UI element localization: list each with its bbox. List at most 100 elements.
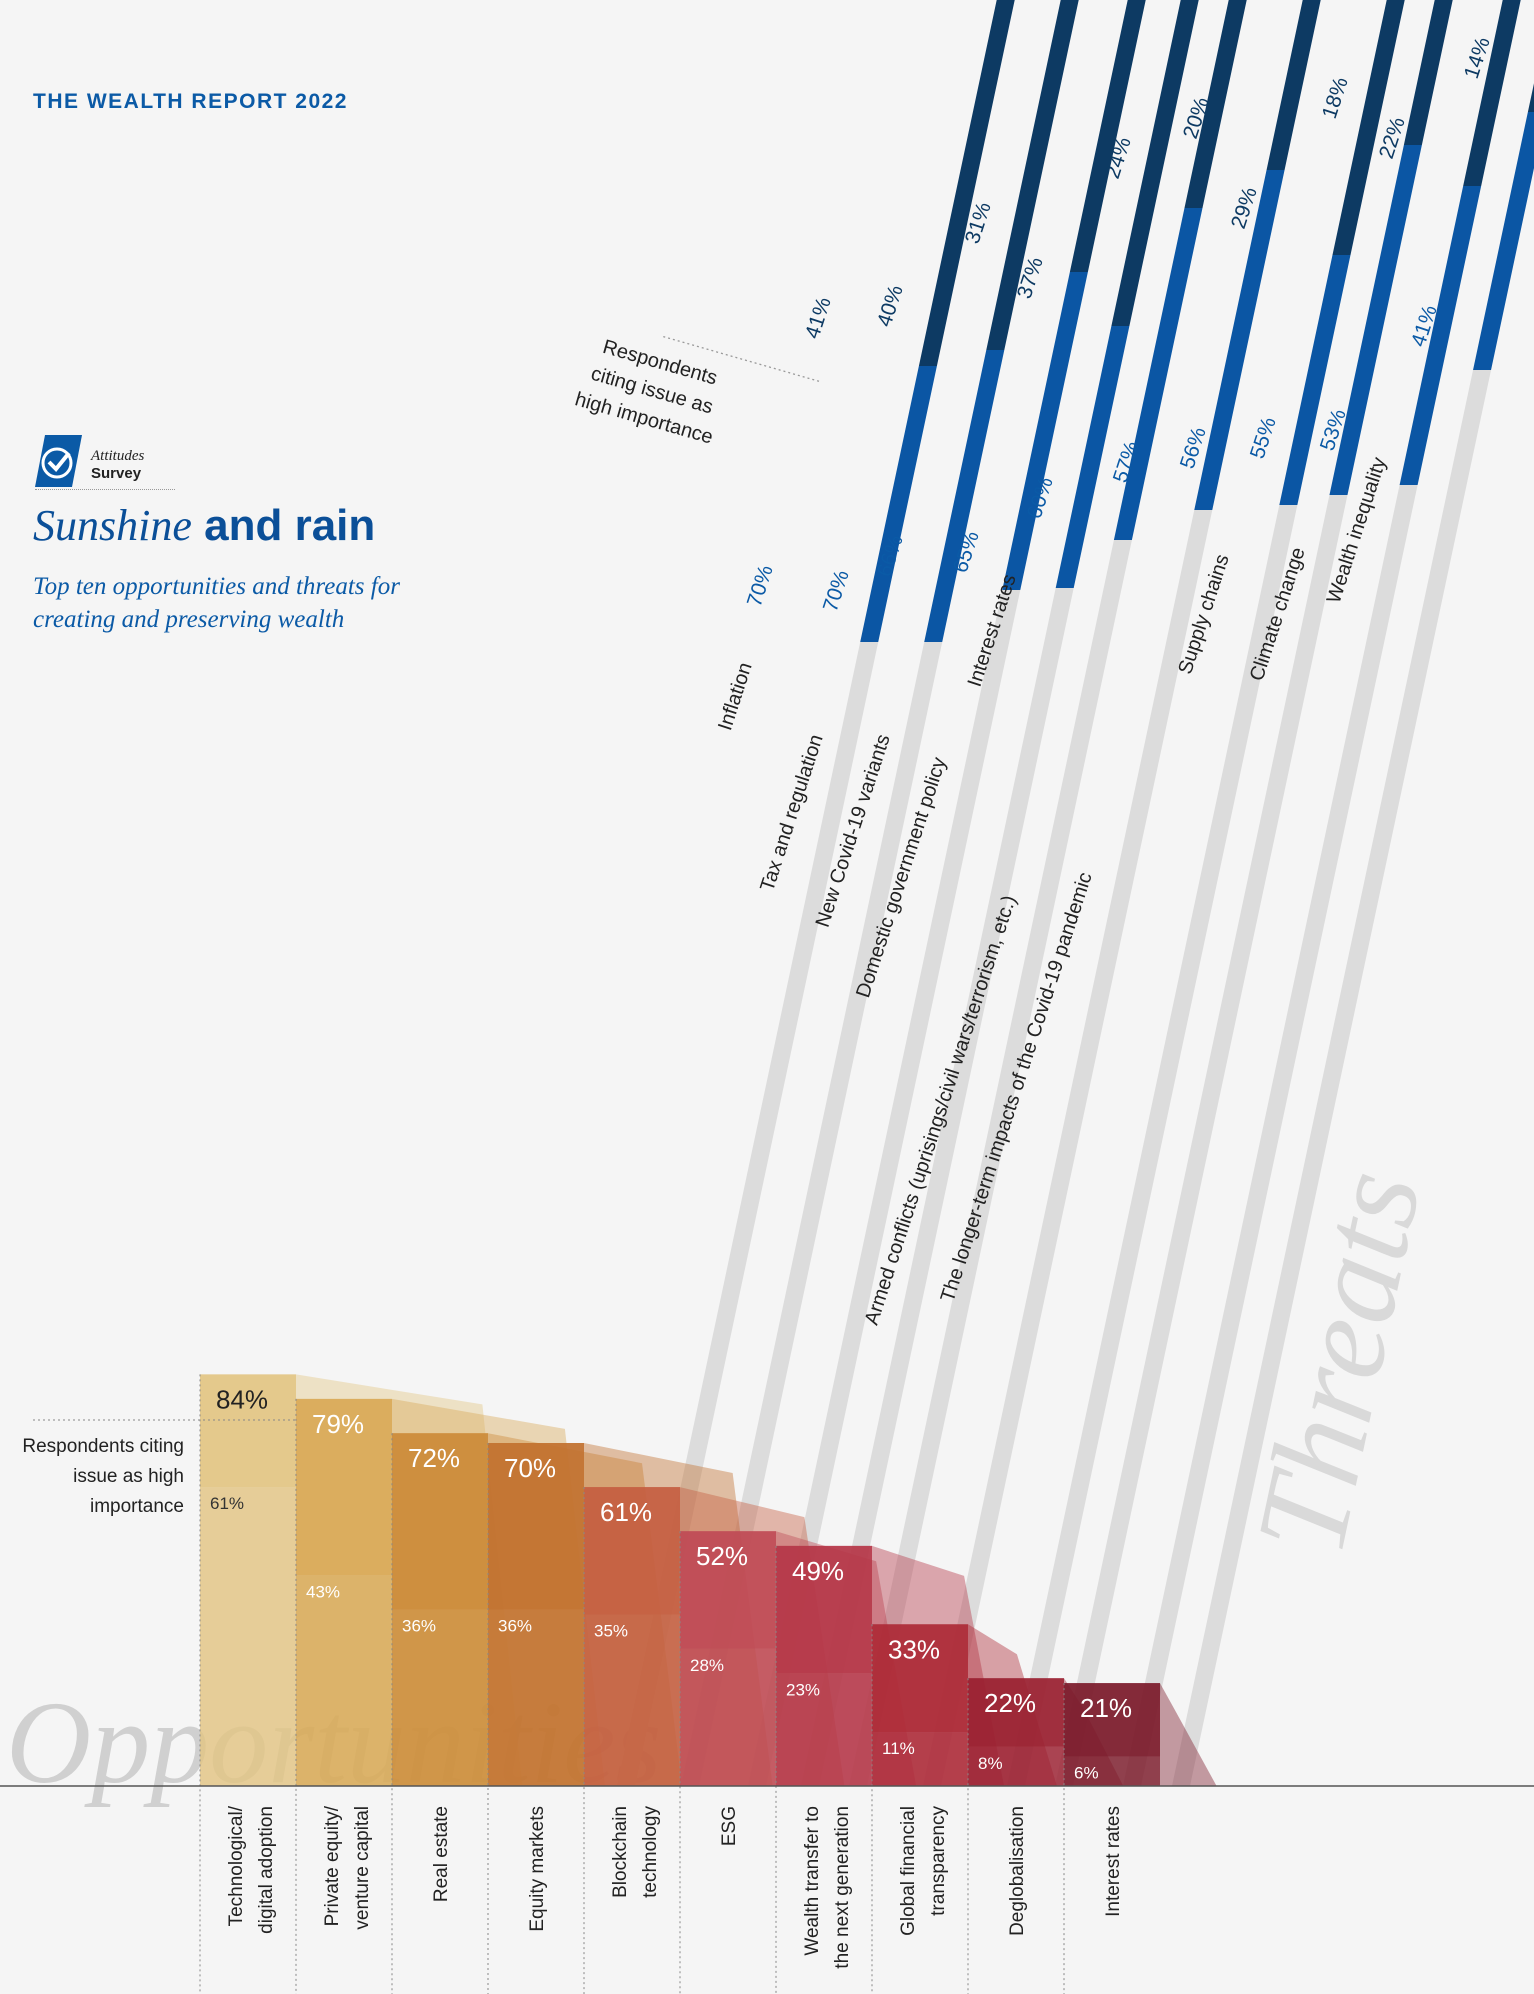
threat-dark-segment — [918, 0, 1015, 366]
opportunity-value-label: 52% — [696, 1541, 748, 1571]
opportunity-sub-segment — [296, 1575, 392, 1786]
opportunity-category-line: Deglobalisation — [1007, 1806, 1028, 1936]
report-header: THE WEALTH REPORT 2022 — [33, 90, 348, 113]
opportunity-top-segment — [488, 1443, 584, 1610]
threat-gray-segment — [681, 642, 943, 1786]
opportunity-category-line: Private equity/ — [322, 1805, 343, 1926]
opportunity-category-label: Blockchain technology — [610, 1806, 661, 1898]
title-italic: Sunshine — [33, 501, 192, 550]
opportunity-sub-segment — [200, 1487, 296, 1786]
opportunity-value-label: 22% — [984, 1688, 1036, 1718]
opportunity-value-label: 70% — [504, 1453, 556, 1483]
threat-band — [617, 0, 1015, 1786]
threat-band — [923, 0, 1321, 1786]
threat-gray-segment — [1172, 370, 1492, 1786]
threat-subvalue-label: 40% — [873, 282, 908, 329]
threat-value-label: 55% — [1246, 414, 1281, 461]
opportunity-category-label: ESG — [719, 1806, 740, 1846]
threat-gray-segment — [617, 642, 879, 1786]
threat-dark-segment — [1266, 0, 1321, 170]
threat-value-label: 66% — [873, 532, 908, 579]
threat-dark-segment — [1527, 83, 1534, 112]
opportunity-category-line: Technological/ — [226, 1805, 247, 1926]
threat-band — [748, 0, 1146, 1786]
threat-blue-segment — [1113, 208, 1203, 540]
opportunity-sub-segment — [1064, 1756, 1160, 1786]
opportunity-category-line: technology — [640, 1806, 661, 1898]
threat-blue-segment — [924, 350, 1005, 642]
threat-band — [801, 0, 1199, 1786]
opportunity-subvalue-label: 35% — [594, 1622, 628, 1641]
threat-dark-segment — [1111, 0, 1199, 326]
opportunity-subvalue-label: 61% — [210, 1494, 244, 1513]
opportunity-top-segment — [872, 1624, 968, 1733]
threat-category-label: Inflation — [714, 660, 757, 733]
opportunity-sub-segment — [872, 1732, 968, 1786]
opportunity-subvalue-label: 36% — [498, 1617, 532, 1636]
opportunity-value-label: 21% — [1080, 1693, 1132, 1723]
opportunity-sub-segment — [776, 1673, 872, 1786]
threat-blue-segment — [1473, 112, 1534, 370]
opportunity-category-label: Equity markets — [527, 1806, 548, 1932]
opportunity-value-label: 49% — [792, 1556, 844, 1586]
opportunity-category-line: transparency — [928, 1806, 949, 1916]
threat-blue-segment — [860, 366, 937, 642]
opportunities-respondents-note: Respondents citing issue as high importa… — [22, 1436, 184, 1517]
opportunity-category-line: digital adoption — [256, 1806, 277, 1934]
opportunity-sub-segment — [488, 1609, 584, 1786]
opportunity-subvalue-label: 23% — [786, 1680, 820, 1699]
threat-blue-segment — [1002, 272, 1088, 590]
opportunity-subvalue-label: 43% — [306, 1582, 340, 1601]
opportunity-sub-segment — [680, 1648, 776, 1786]
threat-blue-segment — [1194, 170, 1285, 510]
badge-line-1: Attitudes — [91, 448, 145, 464]
page-subtitle: Top ten opportunities and threats for cr… — [33, 573, 400, 633]
opportunity-top-segment — [680, 1531, 776, 1649]
threat-band — [1055, 0, 1453, 1786]
threat-blue-segment — [1399, 186, 1482, 485]
opportunity-sub-segment — [968, 1746, 1064, 1786]
threat-dark-segment — [1069, 0, 1146, 272]
opportunity-top-segment — [392, 1433, 488, 1610]
threat-blue-segment — [1055, 326, 1130, 588]
badge-line-2: Survey — [91, 465, 142, 482]
badge-divider — [35, 489, 175, 490]
opportunity-top-segment — [296, 1398, 392, 1576]
opportunity-category-label: Real estate — [431, 1806, 452, 1902]
threat-band — [1123, 0, 1521, 1786]
opportunity-category-label: Wealth transfer to the next generation — [802, 1806, 853, 1969]
opportunity-subvalue-label: 28% — [690, 1656, 724, 1675]
opportunity-subvalue-label: 6% — [1074, 1764, 1099, 1783]
opportunity-value-label: 61% — [600, 1497, 652, 1527]
opportunity-subvalue-label: 11% — [882, 1739, 915, 1758]
threat-subvalue-label: 18% — [1318, 74, 1353, 121]
threat-value-label: 70% — [743, 562, 778, 609]
opportunity-top-segment — [1064, 1683, 1160, 1757]
opportunity-category-line: Blockchain — [610, 1806, 631, 1898]
threat-dark-segment — [986, 0, 1079, 350]
opportunity-subvalue-label: 8% — [978, 1754, 1003, 1773]
opportunity-category-line: Wealth transfer to — [802, 1806, 823, 1956]
opportunity-category-label: Technological/digital adoption — [226, 1805, 277, 1934]
threat-band — [1172, 83, 1534, 1786]
threat-gray-segment — [1123, 485, 1418, 1786]
opportunity-category-line: Equity markets — [527, 1806, 548, 1932]
opportunity-category-line: Interest rates — [1103, 1806, 1124, 1917]
threat-value-label: 70% — [819, 567, 854, 614]
opportunity-category-label: Private equity/venture capital — [322, 1805, 373, 1929]
title-bold: and rain — [204, 501, 376, 550]
opportunity-category-line: venture capital — [352, 1806, 373, 1930]
threat-band — [849, 0, 1247, 1786]
threat-band — [1007, 0, 1405, 1786]
threat-gray-segment — [748, 590, 1021, 1786]
threat-gray-segment — [923, 510, 1213, 1786]
opportunity-category-line: Real estate — [431, 1806, 452, 1902]
threat-gray-segment — [801, 588, 1074, 1786]
opportunity-category-line: Global financial — [898, 1806, 919, 1936]
checkmark-badge-icon — [35, 435, 82, 487]
threat-dark-segment — [1403, 0, 1453, 145]
opportunity-category-line: the next generation — [832, 1806, 853, 1969]
opportunity-category-label: Interest rates — [1103, 1806, 1124, 1917]
